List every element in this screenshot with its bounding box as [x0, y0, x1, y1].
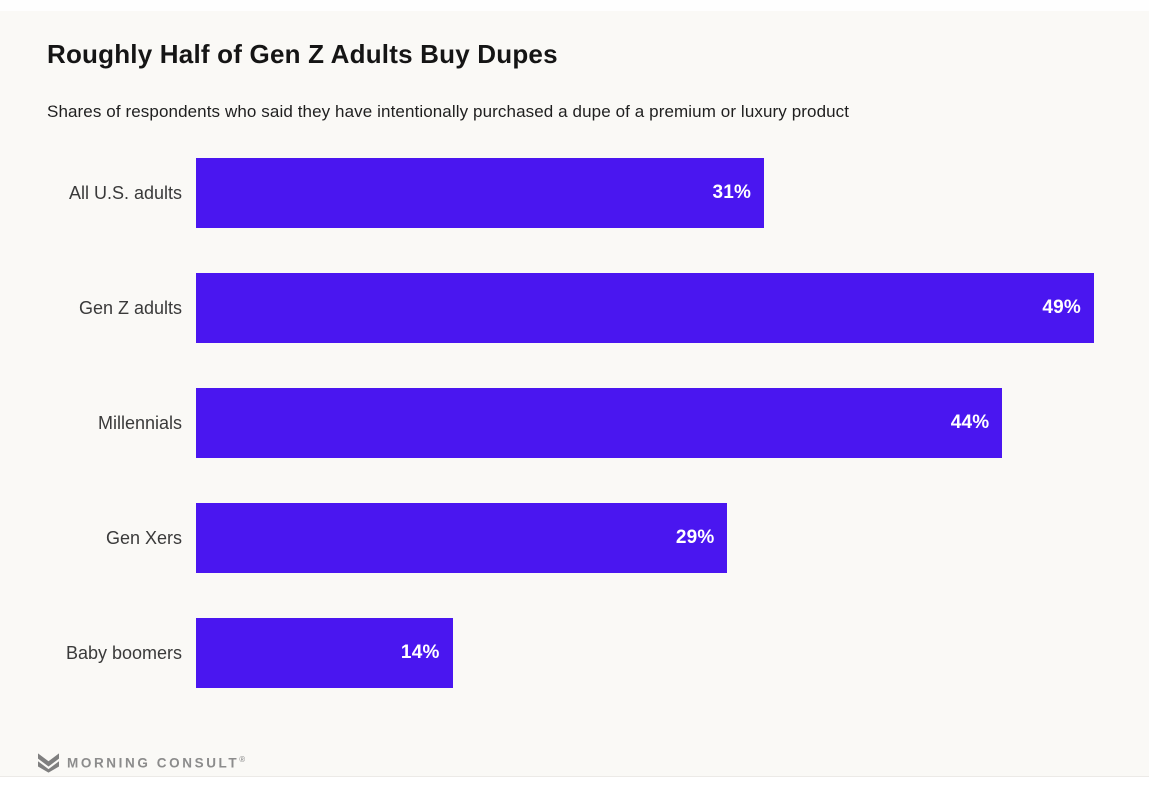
- brand-wordmark: MORNING CONSULT®: [67, 755, 245, 771]
- category-label: All U.S. adults: [68, 182, 182, 203]
- bar-track: 14%: [196, 618, 1094, 688]
- bar-value-label: 29%: [675, 527, 715, 548]
- brand-name: MORNING CONSULT: [67, 755, 240, 771]
- chart-row: Gen Z adults 49%: [0, 273, 1149, 343]
- footer-brand: MORNING CONSULT®: [38, 753, 245, 773]
- chart-row: All U.S. adults 31%: [0, 158, 1149, 228]
- category-label: Gen Xers: [105, 527, 182, 548]
- morning-consult-m-icon: [38, 753, 59, 773]
- bar-value-label: 14%: [400, 642, 440, 663]
- bar: 44%: [196, 388, 1003, 458]
- category-label: Baby boomers: [65, 642, 182, 663]
- category-label: Millennials: [97, 412, 182, 433]
- chart-row: Millennials 44%: [0, 388, 1149, 458]
- chart-title: Roughly Half of Gen Z Adults Buy Dupes: [47, 39, 558, 70]
- chart-row: Baby boomers 14%: [0, 618, 1149, 688]
- chart-subtitle: Shares of respondents who said they have…: [47, 102, 850, 121]
- category-label: Gen Z adults: [78, 297, 182, 318]
- chart-row: Gen Xers 29%: [0, 503, 1149, 573]
- bar-track: 31%: [196, 158, 1094, 228]
- top-edge-strip: [0, 0, 1149, 11]
- bar: 49%: [196, 273, 1094, 343]
- bar-value-label: 44%: [950, 412, 990, 433]
- bar: 31%: [196, 158, 765, 228]
- bar: 14%: [196, 618, 453, 688]
- bar-track: 49%: [196, 273, 1094, 343]
- bar: 29%: [196, 503, 728, 573]
- bar-track: 29%: [196, 503, 1094, 573]
- bar-track: 44%: [196, 388, 1094, 458]
- chart: All U.S. adults 31% Gen Z adults 49% Millenn…: [0, 158, 1149, 733]
- bar-value-label: 49%: [1042, 297, 1081, 318]
- bottom-edge-strip: [0, 776, 1149, 788]
- trademark-symbol: ®: [239, 755, 246, 765]
- bar-value-label: 31%: [712, 182, 752, 203]
